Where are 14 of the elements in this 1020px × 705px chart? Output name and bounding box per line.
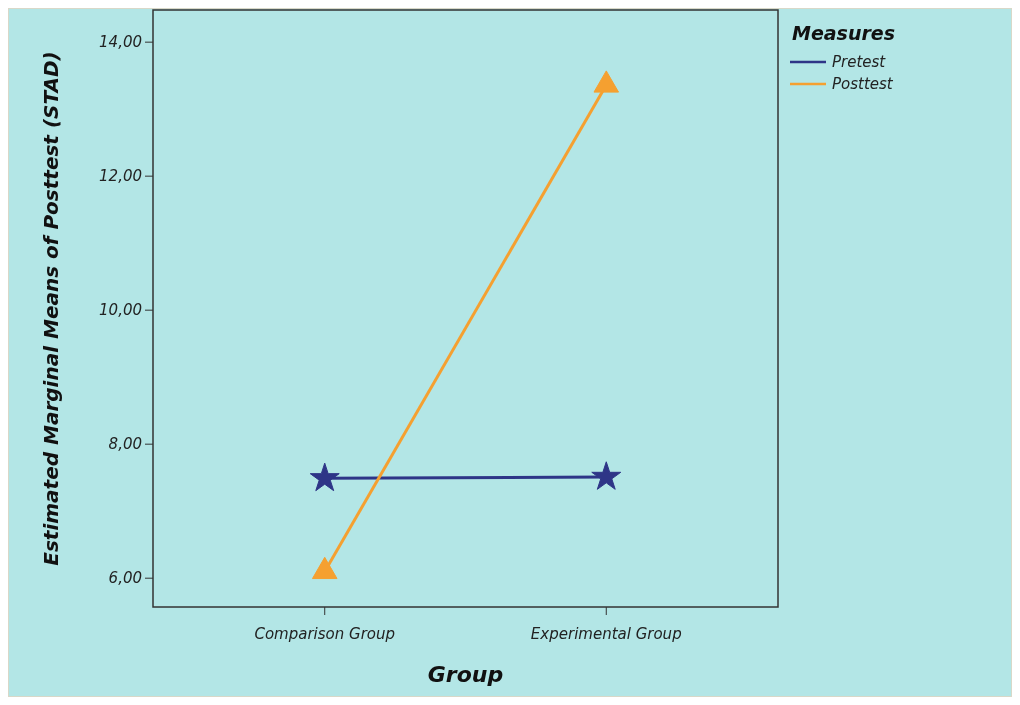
y-tick-label: 6,00 xyxy=(108,569,142,588)
point xyxy=(309,462,340,492)
point xyxy=(591,461,622,490)
x-tick-label: Comparison Group xyxy=(254,625,396,643)
y-tick-label: 14,00 xyxy=(99,33,142,52)
y-axis-title: Estimated Marginal Means of Posttest (STAD) xyxy=(39,51,63,566)
legend-title: Measures xyxy=(792,22,896,44)
legend-label: Posttest xyxy=(832,75,894,94)
y-tick-label: 10,00 xyxy=(99,301,142,320)
y-tick-label: 12,00 xyxy=(99,167,142,186)
x-tick-label: Experimental Group xyxy=(530,625,682,643)
x-axis-title: Group xyxy=(427,662,504,687)
legend-label: Pretest xyxy=(832,53,887,72)
y-tick-label: 8,00 xyxy=(108,435,142,454)
